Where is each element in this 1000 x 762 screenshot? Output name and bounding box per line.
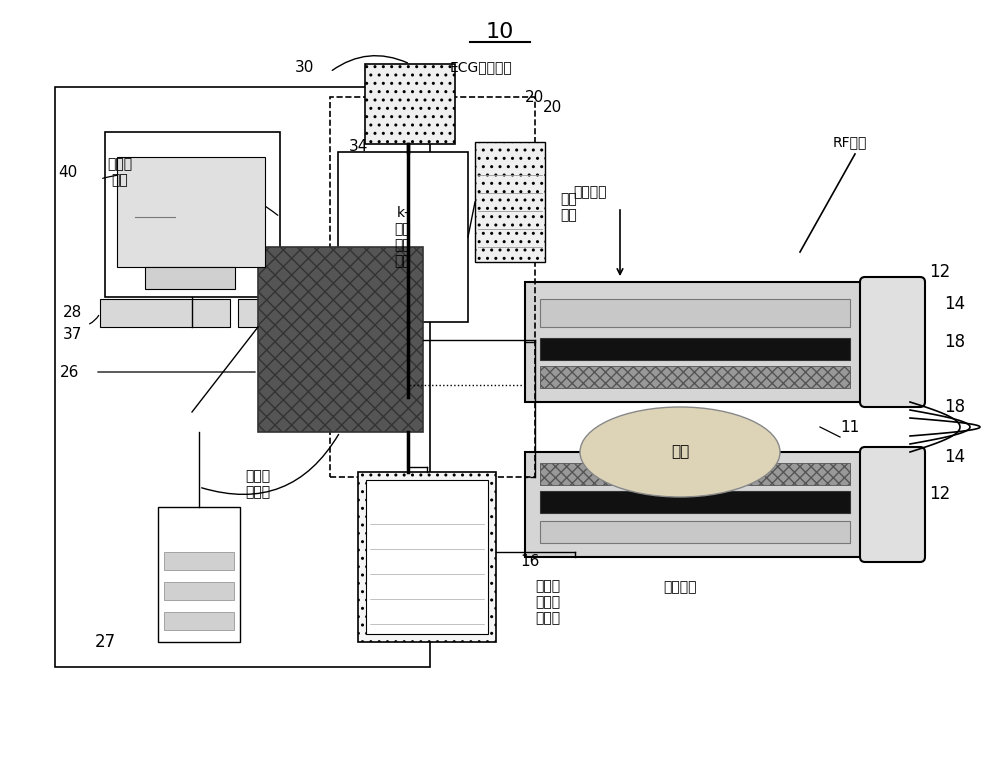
Text: 10: 10 bbox=[486, 22, 514, 42]
Bar bbox=[540, 491, 850, 513]
Bar bbox=[540, 463, 850, 485]
Bar bbox=[525, 282, 875, 402]
FancyBboxPatch shape bbox=[860, 277, 925, 407]
Text: 11: 11 bbox=[840, 420, 860, 434]
Bar bbox=[145, 267, 235, 289]
Text: 34: 34 bbox=[348, 139, 368, 153]
Text: 患者: 患者 bbox=[671, 444, 689, 459]
Bar bbox=[358, 472, 496, 642]
Text: 14: 14 bbox=[944, 295, 966, 313]
Text: 40: 40 bbox=[58, 165, 78, 180]
Text: 18: 18 bbox=[944, 398, 966, 416]
Text: 27: 27 bbox=[94, 633, 116, 651]
Bar bbox=[540, 338, 850, 360]
Text: 射频
系统: 射频 系统 bbox=[560, 192, 577, 222]
Text: RF线圈: RF线圈 bbox=[833, 135, 867, 149]
Bar bbox=[525, 452, 875, 557]
Bar bbox=[365, 64, 455, 144]
Text: 28: 28 bbox=[62, 305, 82, 319]
Text: 20: 20 bbox=[525, 89, 545, 104]
Bar bbox=[330, 97, 535, 477]
Text: 16: 16 bbox=[520, 555, 539, 569]
Text: 20: 20 bbox=[543, 100, 562, 114]
Bar bbox=[164, 612, 234, 630]
Ellipse shape bbox=[580, 407, 780, 497]
Bar bbox=[164, 552, 234, 570]
Bar bbox=[105, 132, 280, 297]
FancyBboxPatch shape bbox=[860, 447, 925, 562]
Bar bbox=[258, 247, 423, 432]
Bar bbox=[540, 366, 850, 388]
Bar bbox=[238, 299, 290, 327]
Bar bbox=[540, 521, 850, 543]
Bar bbox=[540, 299, 850, 327]
Bar bbox=[100, 299, 230, 327]
Text: 12: 12 bbox=[929, 263, 951, 281]
Bar bbox=[117, 157, 265, 267]
Text: 中央控
制系统: 中央控 制系统 bbox=[245, 469, 271, 499]
Text: 高场磁体: 高场磁体 bbox=[573, 185, 607, 199]
Bar bbox=[366, 480, 488, 634]
Bar bbox=[164, 582, 234, 600]
Bar bbox=[55, 87, 430, 667]
Bar bbox=[158, 507, 240, 642]
Bar bbox=[338, 152, 468, 322]
Text: 12: 12 bbox=[929, 485, 951, 503]
Text: 14: 14 bbox=[944, 448, 966, 466]
Text: 18: 18 bbox=[944, 333, 966, 351]
Text: 操作员
接口: 操作员 接口 bbox=[107, 157, 133, 187]
Bar bbox=[475, 142, 545, 262]
Text: 30: 30 bbox=[295, 59, 315, 75]
Text: k-
空间
排序
过程: k- 空间 排序 过程 bbox=[395, 206, 411, 268]
Text: 梯度和
匀场线
圈控制: 梯度和 匀场线 圈控制 bbox=[535, 579, 560, 625]
Text: 梯度线圈: 梯度线圈 bbox=[663, 580, 697, 594]
Text: 37: 37 bbox=[62, 326, 82, 341]
Text: 26: 26 bbox=[60, 364, 80, 379]
Text: ECG信号处理: ECG信号处理 bbox=[450, 60, 513, 74]
